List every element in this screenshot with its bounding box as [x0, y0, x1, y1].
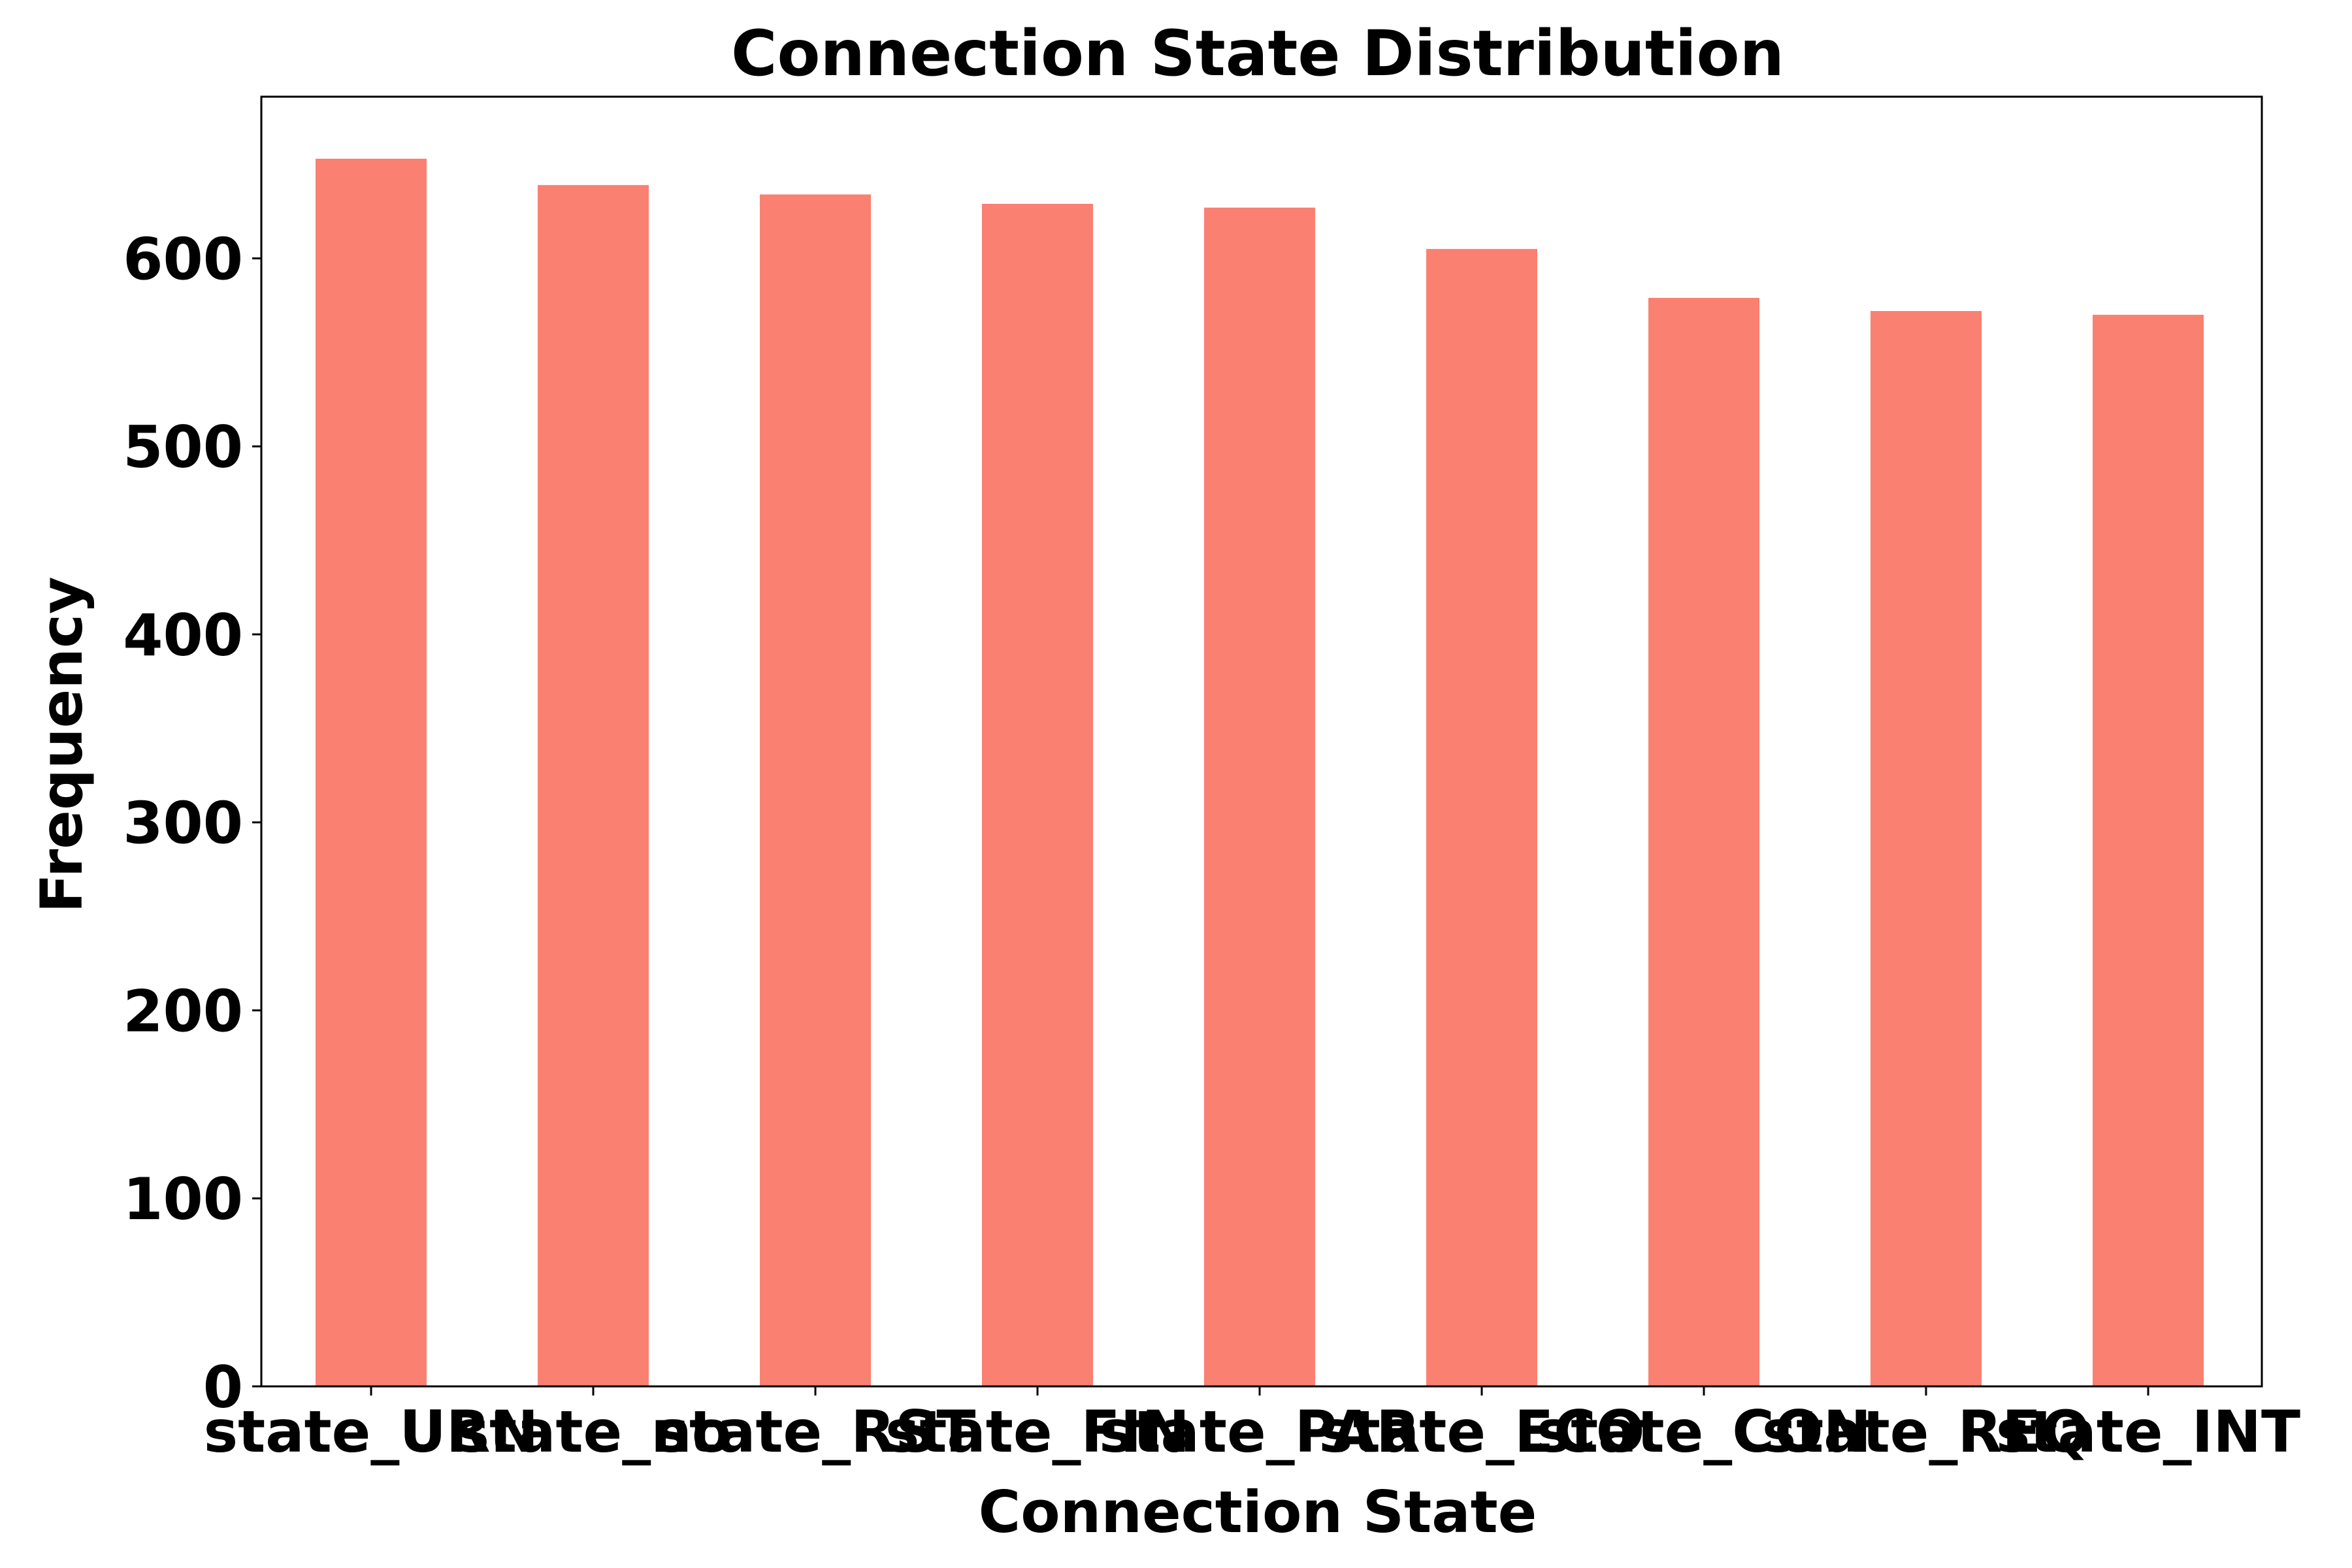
bar-state_PAR [1204, 207, 1315, 1386]
x-tick-label: state_ECO [1318, 1398, 1644, 1465]
chart-title: Connection State Distribution [731, 17, 1784, 90]
x-axis: state_URNstate_nostate_RSTstate_FINstate… [204, 1386, 2300, 1465]
y-tick-label: 300 [123, 790, 243, 857]
x-tick-label: state_RST [655, 1398, 976, 1465]
x-tick-label: state_CON [1537, 1398, 1872, 1465]
x-tick-label: state_no [455, 1398, 732, 1465]
plot-frame [260, 95, 2263, 1388]
y-tick-label: 500 [123, 414, 243, 481]
y-axis-label: Frequency [28, 576, 95, 913]
bar-state_URN [316, 158, 427, 1386]
x-tick-label: state_PAR [1099, 1398, 1420, 1465]
y-axis: 0 100 200 300 400 500 600 [123, 225, 261, 1421]
y-tick-label: 0 [203, 1354, 243, 1421]
x-tick-label: state_REQ [1762, 1398, 2090, 1465]
bar-state_RST [760, 194, 871, 1386]
bar-state_CON [1648, 297, 1759, 1386]
y-tick-label: 100 [123, 1166, 243, 1233]
bar-state_INT [2093, 314, 2204, 1387]
x-tick-label: state_FIN [885, 1398, 1190, 1465]
y-tick-label: 600 [123, 225, 243, 293]
y-tick-label: 400 [123, 602, 243, 669]
bar-state_ECO [1426, 249, 1537, 1386]
bar-state_REQ [1870, 311, 1982, 1387]
bar-state_FIN [982, 204, 1093, 1387]
y-tick-label: 200 [123, 977, 243, 1045]
bars-group [316, 158, 2204, 1387]
x-axis-label: Connection State [979, 1478, 1537, 1546]
x-tick-label: state_URN [204, 1398, 538, 1465]
bar-state_no [538, 185, 649, 1387]
x-tick-label: state_INT [1996, 1398, 2300, 1465]
